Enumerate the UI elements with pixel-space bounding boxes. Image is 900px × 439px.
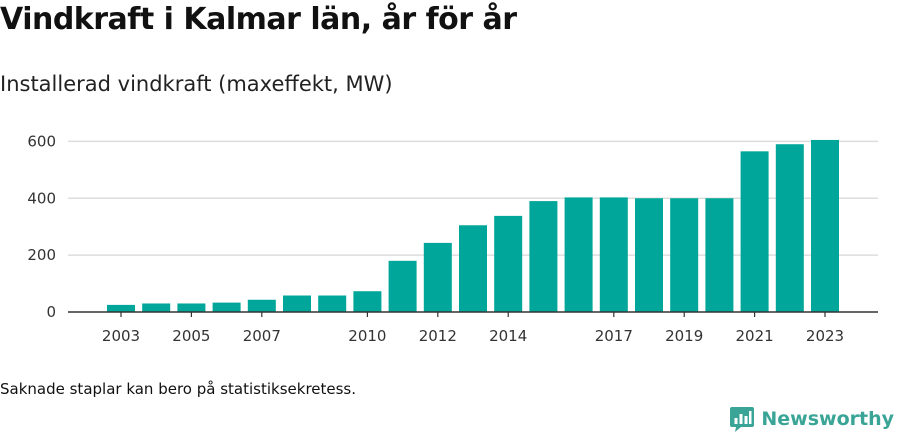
bar-2016 [564, 197, 593, 312]
bar-2022 [775, 144, 804, 312]
bar-2004 [142, 303, 171, 312]
bar-2008 [283, 295, 311, 312]
y-axis-labels: 0 200 400 600 [27, 132, 56, 321]
y-tick-label: 600 [27, 132, 56, 150]
bar-2019 [670, 198, 699, 312]
chart-subtitle: Installerad vindkraft (maxeffekt, MW) [0, 72, 393, 96]
bar-2003 [107, 304, 135, 312]
bar-2011 [388, 260, 417, 312]
bar-2005 [177, 303, 206, 312]
bar-2014 [494, 215, 523, 312]
bar-2009 [318, 295, 347, 312]
bar-2015 [529, 201, 558, 312]
bar-chart-logo-icon [730, 407, 755, 432]
x-axis-labels: 2003 2005 2007 2010 2012 2014 2017 2019 2021 2023 [102, 312, 844, 345]
y-tick-label: 400 [27, 189, 56, 207]
bar-2020 [705, 198, 734, 312]
x-tick-label: 2007 [243, 327, 281, 345]
brand-name: Newsworthy [761, 408, 894, 430]
x-tick-label: 2021 [736, 327, 774, 345]
brand-logo[interactable]: Newsworthy [729, 405, 894, 433]
bar-2012 [423, 242, 452, 312]
x-tick-label: 2003 [102, 327, 140, 345]
y-tick-label: 0 [46, 303, 56, 321]
x-tick-label: 2017 [595, 327, 633, 345]
bars [107, 139, 839, 312]
bar-2018 [635, 198, 663, 312]
chart-title: Vindkraft i Kalmar län, år för år [0, 2, 517, 37]
x-tick-label: 2019 [665, 327, 703, 345]
bar-2006 [212, 302, 241, 312]
bar-2023 [811, 139, 839, 312]
bar-2010 [353, 291, 382, 312]
bar-2007 [247, 299, 276, 312]
bar-2021 [740, 151, 769, 312]
footnote: Saknade staplar kan bero på statistiksek… [0, 380, 357, 398]
bar-2013 [459, 225, 487, 312]
x-tick-label: 2010 [348, 327, 386, 345]
bar-2017 [599, 197, 628, 312]
x-tick-label: 2014 [489, 327, 527, 345]
y-tick-label: 200 [27, 246, 56, 264]
x-tick-label: 2012 [419, 327, 457, 345]
x-tick-label: 2023 [806, 327, 844, 345]
x-tick-label: 2005 [172, 327, 210, 345]
